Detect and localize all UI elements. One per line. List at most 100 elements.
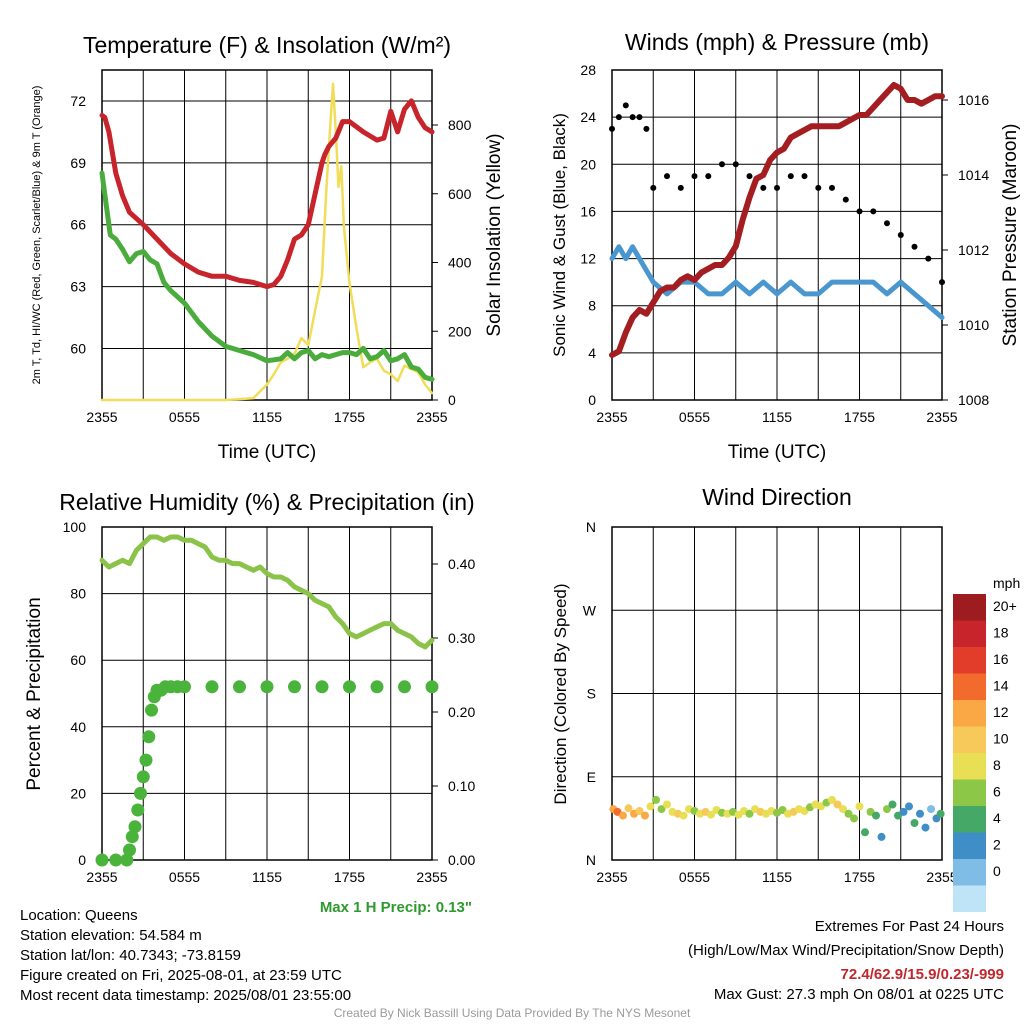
winds-y2-tick-label: 1008: [958, 392, 989, 408]
precip-point: [142, 730, 156, 744]
rh-title: Relative Humidity (%) & Precipitation (i…: [59, 489, 474, 515]
precip-point: [145, 703, 158, 717]
direction-point: [635, 807, 644, 815]
direction-point: [652, 795, 660, 804]
direction-point: [839, 805, 847, 814]
legend-label: 2: [993, 837, 1001, 853]
gust-point: [691, 173, 698, 180]
rh-x-tick-label: 1755: [334, 869, 365, 885]
wdir-x-tick-label: 1755: [844, 869, 875, 885]
legend-swatch: [953, 673, 986, 700]
precip-point: [120, 853, 134, 867]
temp-y-axis-label: 2m T, Td, HI/WC (Red, Green, Scarlet/Blu…: [31, 86, 43, 385]
legend-label: 10: [993, 731, 1009, 747]
legend-swatch: [953, 832, 986, 859]
legend-label: 4: [993, 810, 1001, 826]
temp-title: Temperature (F) & Insolation (W/m²): [83, 32, 451, 58]
winds-x-tick-label: 1755: [844, 409, 875, 425]
precip-point: [315, 680, 329, 694]
rh-x-tick-label: 0555: [169, 869, 200, 885]
temp-x-axis-label: Time (UTC): [218, 442, 317, 463]
legend-label: 0: [993, 863, 1001, 879]
temp-y2-tick-label: 200: [448, 323, 472, 339]
direction-point: [877, 832, 886, 841]
temp-x-tick-label: 1755: [334, 409, 365, 425]
winds-x-tick-label: 2355: [926, 409, 957, 425]
legend-label: 18: [993, 625, 1009, 641]
direction-point: [619, 811, 627, 820]
gust-point: [774, 184, 780, 191]
temp-x-tick-label: 1155: [252, 409, 282, 425]
legend-swatch: [953, 753, 986, 780]
direction-point: [905, 802, 913, 811]
gust-point: [719, 161, 725, 168]
wdir-title: Wind Direction: [702, 484, 852, 510]
max-precip-annotation: Max 1 H Precip: 0.13": [320, 899, 472, 916]
legend-swatch: [953, 700, 986, 727]
precip-point: [134, 786, 147, 800]
gust-point: [615, 114, 622, 121]
gust-point: [911, 243, 918, 250]
direction-point: [828, 795, 836, 804]
legend-swatch: [953, 885, 986, 912]
direction-point: [921, 823, 930, 832]
winds-y2-axis-label: Station Pressure (Maroon): [1000, 124, 1021, 347]
direction-point: [927, 805, 935, 814]
precip-point: [128, 820, 142, 834]
temp-y-tick-label: 69: [70, 155, 86, 171]
gust-point: [925, 255, 932, 262]
rh-y2-tick-label: 0.20: [448, 704, 475, 720]
precip-point: [136, 770, 150, 784]
precip-point: [425, 680, 439, 694]
precip-point: [131, 803, 145, 817]
gust-point: [746, 173, 753, 180]
winds-x-tick-label: 1155: [762, 409, 792, 425]
winds-y-tick-label: 12: [580, 251, 596, 267]
gust-point: [897, 232, 904, 238]
wdir-x-tick-label: 0555: [679, 869, 710, 885]
winds-y-tick-label: 4: [588, 345, 596, 361]
extremes-subtitle: (High/Low/Max Wind/Precipitation/Snow De…: [688, 942, 1004, 959]
precip-point: [109, 853, 123, 867]
rh-y2-tick-label: 0.30: [448, 630, 475, 646]
legend-swatch: [953, 620, 986, 647]
direction-point: [910, 819, 919, 827]
temp-x-tick-label: 0555: [169, 409, 200, 425]
rh-x-tick-label: 2355: [416, 869, 447, 885]
gust-point: [939, 279, 945, 286]
winds-y-tick-label: 28: [580, 62, 596, 78]
legend-title: mph: [993, 575, 1020, 591]
winds-title: Winds (mph) & Pressure (mb): [625, 29, 929, 55]
direction-point: [646, 802, 655, 811]
wind-speed-line: [609, 244, 945, 320]
temp-y2-tick-label: 800: [448, 117, 472, 133]
insolation-line: [100, 82, 434, 402]
temp-y2-axis-label: Solar Insolation (Yellow): [484, 133, 505, 336]
temp-plot-frame: [101, 69, 433, 401]
temp-y2-tick-label: 400: [448, 255, 472, 271]
direction-point: [899, 807, 908, 816]
rh-y-tick-label: 0: [78, 852, 86, 868]
temp-x-tick-label: 2355: [416, 409, 447, 425]
legend-label: 12: [993, 704, 1009, 720]
precip-point: [123, 843, 136, 857]
direction-point: [844, 809, 853, 818]
wdir-y-tick-label: N: [586, 519, 596, 535]
gust-point: [622, 102, 629, 109]
legend-swatch: [953, 779, 986, 806]
direction-point: [641, 811, 649, 820]
wdir-y-tick-label: W: [583, 602, 597, 618]
legend-label: 6: [993, 784, 1001, 800]
temp-y-tick-label: 63: [70, 279, 86, 295]
wdir-y-axis-label: Direction (Colored By Speed): [551, 583, 570, 804]
direction-point: [916, 809, 924, 818]
precip-point: [233, 680, 246, 694]
wdir-x-tick-label: 2355: [596, 869, 627, 885]
wdir-y-tick-label: S: [587, 686, 596, 702]
credit-text: Created By Nick Bassill Using Data Provi…: [333, 1006, 691, 1020]
temp-y-tick-label: 66: [70, 217, 86, 233]
gust-point: [829, 184, 835, 191]
temperature-line: [99, 98, 435, 290]
gust-point: [884, 220, 890, 227]
direction-point: [657, 805, 666, 814]
